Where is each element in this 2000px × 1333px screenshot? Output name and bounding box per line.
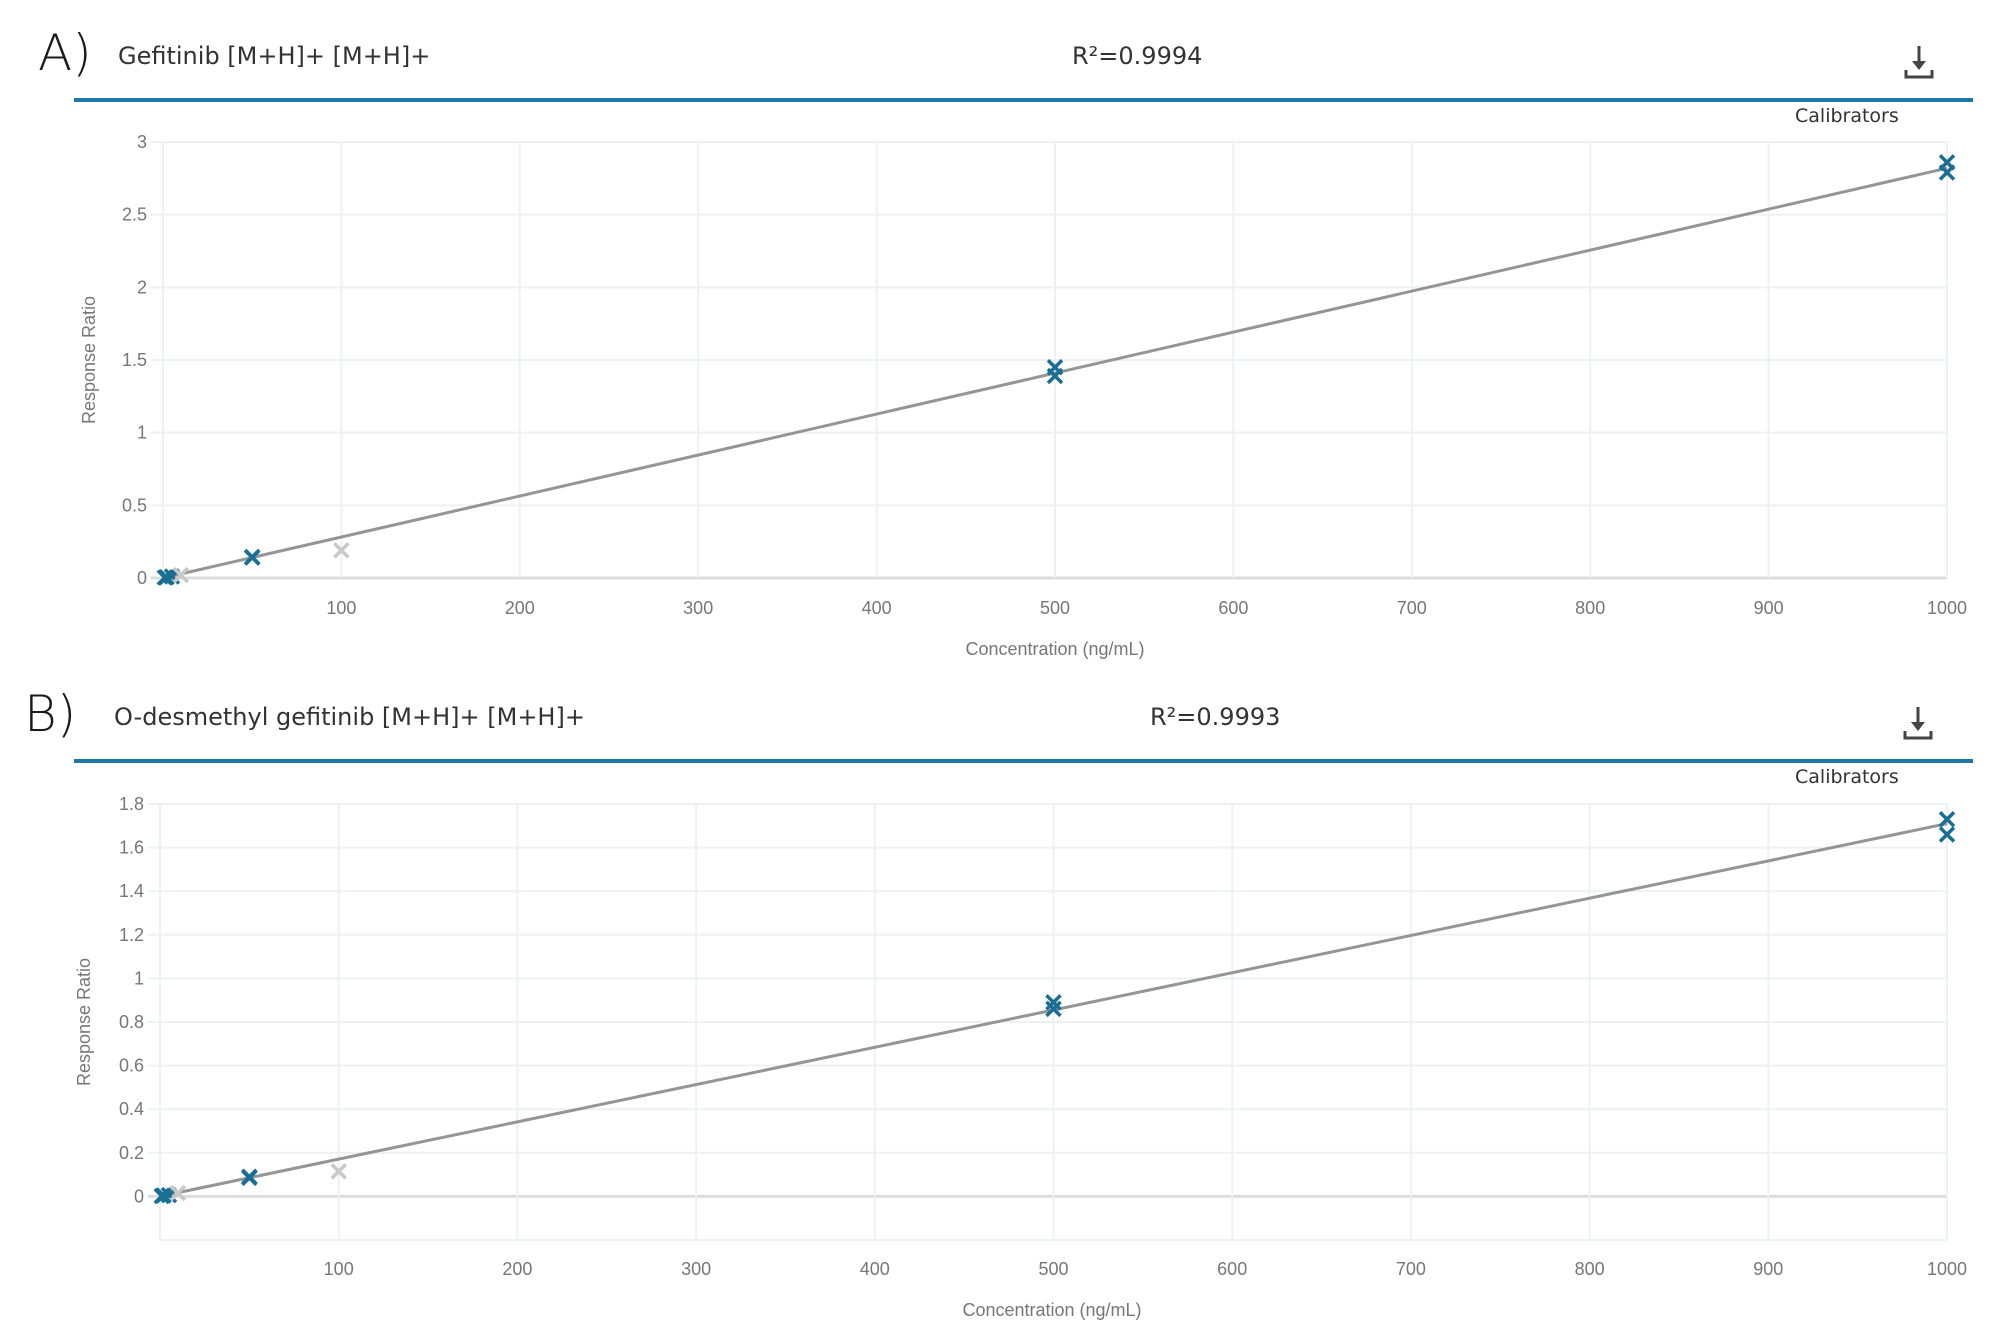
x-tick-label: 500 [1040, 598, 1070, 618]
legend-label[interactable]: Calibrators [1795, 105, 1899, 127]
fit-line [162, 166, 1948, 580]
x-tick-label: 100 [326, 598, 356, 618]
header-rule [74, 759, 1973, 763]
x-axis-title: Concentration (ng/mL) [962, 1300, 1141, 1320]
x-tick-label: 900 [1753, 1259, 1783, 1279]
x-tick-labels: 100 200 300 400 500 600 700 800 900 1000 [326, 598, 1967, 618]
calibrator-marker-x-icon[interactable] [1046, 367, 1064, 385]
x-tick-label: 600 [1217, 1259, 1247, 1279]
x-tick-label: 1000 [1927, 1259, 1967, 1279]
x-tick-label: 500 [1038, 1259, 1068, 1279]
chart-title: Gefitinib [M+H]+ [M+H]+ [118, 42, 431, 70]
calibrator-marker-x-icon[interactable] [1045, 994, 1062, 1011]
y-tick-label: 0.4 [119, 1099, 144, 1119]
x-tick-label: 100 [324, 1259, 354, 1279]
y-tick-label: 1.8 [119, 794, 144, 814]
y-tick-label: 3 [137, 132, 147, 152]
y-tick-label: 0.2 [119, 1143, 144, 1163]
download-button[interactable] [1896, 701, 1940, 745]
x-tick-label: 400 [862, 598, 892, 618]
calibrator-marker-x-icon[interactable] [1938, 811, 1956, 828]
x-tick-label: 700 [1397, 598, 1427, 618]
r-squared-value: R²=0.9993 [1150, 703, 1281, 731]
calibrator-marker-x-icon[interactable] [330, 1163, 347, 1180]
y-tick-label: 0 [134, 1186, 144, 1206]
x-tick-label: 800 [1575, 1259, 1605, 1279]
calibrator-marker-x-icon[interactable] [155, 1187, 172, 1204]
chart-title: O-desmethyl gefitinib [M+H]+ [M+H]+ [114, 703, 585, 731]
y-tick-labels: 0 0.5 1 1.5 2 2.5 3 [122, 132, 147, 588]
y-tick-label: 1.2 [119, 925, 144, 945]
data-points [153, 811, 1956, 1205]
y-tick-label: 1 [137, 423, 147, 443]
x-axis-title: Concentration (ng/mL) [965, 639, 1144, 659]
x-tick-label: 900 [1754, 598, 1784, 618]
x-tick-labels: 100 200 300 400 500 600 700 800 900 1000 [324, 1259, 1967, 1279]
download-icon [1904, 46, 1934, 79]
grid [151, 141, 1948, 580]
calibrator-marker-x-icon[interactable] [243, 548, 261, 566]
y-tick-label: 0.6 [119, 1056, 144, 1076]
panel-a: A) Gefitinib [M+H]+ [M+H]+ R²=0.9994 Cal… [0, 0, 2000, 680]
y-tick-label: 0 [137, 568, 147, 588]
y-tick-labels: 0 0.2 0.4 0.6 0.8 1 1.2 1.4 1.6 1.8 [119, 794, 144, 1206]
x-tick-label: 400 [860, 1259, 890, 1279]
header-rule [74, 98, 1973, 102]
y-axis-title: Response Ratio [74, 958, 94, 1086]
y-axis-title: Response Ratio [79, 296, 99, 424]
y-tick-label: 2.5 [122, 205, 147, 225]
calibrator-marker-x-icon[interactable] [1045, 1000, 1062, 1018]
r-squared-value: R²=0.9994 [1072, 42, 1203, 70]
x-tick-label: 600 [1218, 598, 1248, 618]
y-tick-label: 0.5 [122, 495, 147, 515]
calibrator-marker-x-icon[interactable] [241, 1168, 258, 1186]
grid [148, 803, 1948, 1241]
y-tick-label: 1.4 [119, 881, 144, 901]
y-tick-label: 2 [137, 277, 147, 297]
x-tick-label: 1000 [1927, 598, 1967, 618]
y-tick-label: 1.5 [122, 350, 147, 370]
y-tick-label: 0.8 [119, 1012, 144, 1032]
panel-letter: B) [24, 685, 77, 743]
download-icon [1903, 707, 1933, 740]
calibration-plot[interactable]: 0 0.5 1 1.5 2 2.5 3 100 200 300 400 500 600 700 800 90… [0, 0, 2000, 680]
x-tick-label: 200 [502, 1259, 532, 1279]
x-tick-label: 800 [1575, 598, 1605, 618]
data-points [156, 154, 1956, 586]
calibrator-marker-x-icon[interactable] [1938, 826, 1956, 843]
x-tick-label: 200 [505, 598, 535, 618]
panel-letter: A) [38, 24, 92, 82]
calibrator-marker-x-icon[interactable] [158, 569, 175, 586]
x-tick-label: 300 [683, 598, 713, 618]
x-tick-label: 300 [681, 1259, 711, 1279]
calibrator-marker-x-icon[interactable] [333, 542, 350, 559]
calibrator-marker-x-icon[interactable] [169, 1184, 187, 1202]
calibrator-marker-x-icon[interactable] [1938, 164, 1956, 181]
y-tick-label: 1.6 [119, 838, 144, 858]
y-tick-label: 1 [134, 968, 144, 988]
x-tick-label: 700 [1396, 1259, 1426, 1279]
calibrator-marker-x-icon[interactable] [172, 566, 190, 584]
legend-label[interactable]: Calibrators [1795, 766, 1899, 788]
download-button[interactable] [1897, 40, 1941, 84]
